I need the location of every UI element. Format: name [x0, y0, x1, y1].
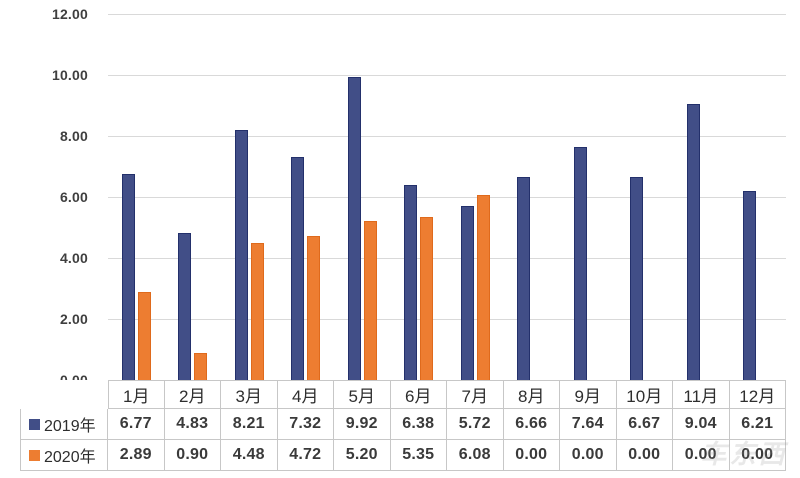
legend-swatch-icon	[29, 418, 40, 430]
month-header-1月: 1月	[108, 380, 165, 409]
month-header-8月: 8月	[503, 380, 560, 409]
bar-2019年-3月	[234, 129, 248, 380]
bar-2019年-7月	[460, 205, 474, 380]
bar-group-2月	[165, 14, 222, 380]
y-axis-tick-label: 12.00	[51, 6, 88, 22]
bar-2020年-1月	[137, 291, 151, 380]
bar-2019年-4月	[291, 156, 305, 380]
legend-cell-2019年: 2019年	[20, 409, 108, 440]
bar-group-12月	[730, 14, 787, 380]
bar-group-10月	[617, 14, 674, 380]
value-cell-2020年-6月: 5.35	[390, 440, 447, 471]
value-cell-2019年-9月: 7.64	[560, 409, 617, 440]
gridline	[108, 14, 786, 15]
month-header-10月: 10月	[616, 380, 673, 409]
bar-2020年-5月	[363, 221, 377, 380]
month-header-2月: 2月	[164, 380, 221, 409]
bar-2019年-9月	[573, 146, 587, 380]
bar-2020年-3月	[250, 243, 264, 380]
value-cell-2020年-1月: 2.89	[108, 440, 165, 471]
month-header-3月: 3月	[221, 380, 278, 409]
value-cell-2020年-10月: 0.00	[616, 440, 673, 471]
bar-2020年-7月	[476, 194, 490, 380]
gridline	[108, 319, 786, 320]
legend-label: 2020年	[44, 449, 96, 466]
y-axis-tick-label: 6.00	[59, 189, 88, 205]
value-cell-2020年-11月: 0.00	[673, 440, 730, 471]
value-cell-2020年-12月: 0.00	[729, 440, 786, 471]
bar-2019年-1月	[121, 173, 135, 380]
bar-group-3月	[221, 14, 278, 380]
gridline	[108, 197, 786, 198]
legend-cell-2020年: 2020年	[20, 440, 108, 471]
data-table: 1月 2月 3月 4月 5月 6月 7月 8月 9月 10月 11月 12月 2019年 6.77 4.83…	[20, 380, 786, 471]
month-header-12月: 12月	[729, 380, 786, 409]
month-header-7月: 7月	[447, 380, 504, 409]
legend-label: 2019年	[44, 418, 96, 435]
value-cell-2020年-9月: 0.00	[560, 440, 617, 471]
month-header-11月: 11月	[673, 380, 730, 409]
value-cell-2019年-1月: 6.77	[108, 409, 165, 440]
month-header-6月: 6月	[390, 380, 447, 409]
bar-2019年-12月	[743, 190, 757, 380]
bar-group-4月	[278, 14, 335, 380]
bar-group-5月	[334, 14, 391, 380]
value-cell-2019年-12月: 6.21	[729, 409, 786, 440]
value-cell-2019年-3月: 8.21	[221, 409, 278, 440]
y-axis-tick-label: 8.00	[59, 128, 88, 144]
bar-2019年-6月	[404, 185, 418, 380]
value-cell-2020年-8月: 0.00	[503, 440, 560, 471]
gridline	[108, 75, 786, 76]
value-cell-2019年-6月: 6.38	[390, 409, 447, 440]
y-axis-tick-label: 10.00	[51, 67, 88, 83]
value-cell-2019年-10月: 6.67	[616, 409, 673, 440]
bar-2019年-11月	[686, 104, 700, 380]
bar-group-8月	[504, 14, 561, 380]
bar-2020年-6月	[420, 216, 434, 380]
value-cell-2020年-4月: 4.72	[277, 440, 334, 471]
bar-group-9月	[560, 14, 617, 380]
month-header-4月: 4月	[277, 380, 334, 409]
bar-2019年-5月	[347, 77, 361, 380]
value-cell-2019年-5月: 9.92	[334, 409, 391, 440]
bar-group-7月	[447, 14, 504, 380]
gridline	[108, 258, 786, 259]
legend-swatch-icon	[29, 449, 40, 461]
gridline	[108, 136, 786, 137]
value-cell-2019年-4月: 7.32	[277, 409, 334, 440]
bar-group-6月	[391, 14, 448, 380]
table-corner-cell	[20, 380, 108, 409]
bar-2020年-4月	[307, 236, 321, 380]
value-cell-2019年-7月: 5.72	[447, 409, 504, 440]
value-cell-2019年-2月: 4.83	[164, 409, 221, 440]
month-header-5月: 5月	[334, 380, 391, 409]
bar-2019年-10月	[630, 176, 644, 380]
y-axis-tick-label: 4.00	[59, 250, 88, 266]
bar-group-11月	[673, 14, 730, 380]
value-cell-2020年-3月: 4.48	[221, 440, 278, 471]
value-cell-2020年-5月: 5.20	[334, 440, 391, 471]
bar-2019年-2月	[178, 232, 192, 380]
bar-group-1月	[108, 14, 165, 380]
value-cell-2020年-7月: 6.08	[447, 440, 504, 471]
month-header-9月: 9月	[560, 380, 617, 409]
bar-2019年-8月	[517, 176, 531, 380]
bar-2020年-2月	[194, 352, 208, 380]
value-cell-2019年-11月: 9.04	[673, 409, 730, 440]
y-axis-tick-label: 2.00	[59, 311, 88, 327]
value-cell-2019年-8月: 6.66	[503, 409, 560, 440]
value-cell-2020年-2月: 0.90	[164, 440, 221, 471]
